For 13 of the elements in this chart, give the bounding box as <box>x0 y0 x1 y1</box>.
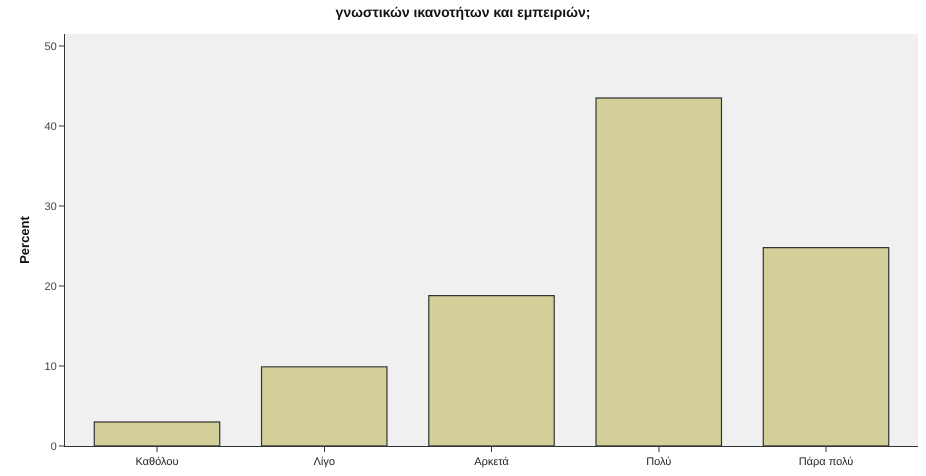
y-axis-title: Percent <box>17 215 32 264</box>
x-tick-label: Αρκετά <box>474 456 510 468</box>
y-tick-label: 30 <box>44 200 57 213</box>
x-tick-label: Λίγο <box>314 456 335 468</box>
y-tick-label: 0 <box>50 440 57 453</box>
y-tick-label: 50 <box>44 40 57 53</box>
chart-title: γνωστικών ικανοτήτων και εμπειριών; <box>336 4 590 20</box>
y-tick-label: 40 <box>44 120 57 133</box>
y-tick-label: 10 <box>44 360 57 373</box>
y-tick-label: 20 <box>44 280 57 293</box>
x-tick-label: Πολύ <box>646 456 672 468</box>
x-tick-label: Καθόλου <box>135 456 179 468</box>
x-tick-label: Πάρα πολύ <box>798 456 854 468</box>
